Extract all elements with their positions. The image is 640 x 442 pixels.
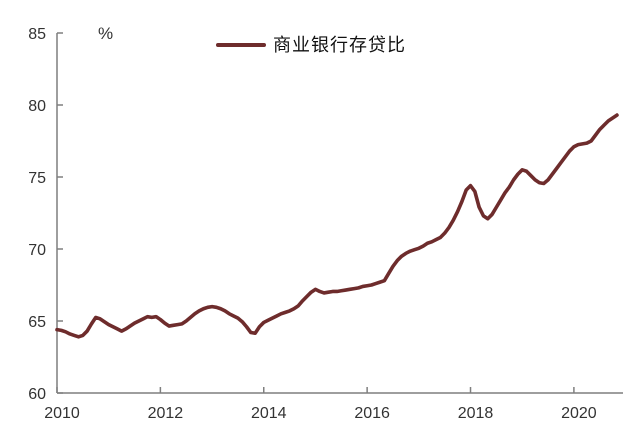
y-tick-label: 60 [28, 386, 46, 403]
x-tick-label: 2020 [561, 405, 597, 422]
legend-label: 商业银行存贷比 [273, 35, 406, 55]
series-line [55, 113, 619, 339]
x-tick-label: 2016 [354, 405, 390, 422]
x-tick-label: 2012 [148, 405, 184, 422]
y-tick-label: 80 [28, 98, 46, 115]
y-tick-label: 70 [28, 242, 46, 259]
legend: 商业银行存贷比 [216, 36, 406, 54]
legend-line-sample [216, 43, 266, 47]
x-tick-label: 2014 [251, 405, 287, 422]
x-tick-label: 2018 [458, 405, 494, 422]
y-tick-label: 75 [28, 170, 46, 187]
y-tick-label: 65 [28, 314, 46, 331]
y-tick-label: 85 [28, 26, 46, 43]
x-tick-label: 2010 [44, 405, 80, 422]
y-axis-unit-label: % [98, 24, 114, 43]
